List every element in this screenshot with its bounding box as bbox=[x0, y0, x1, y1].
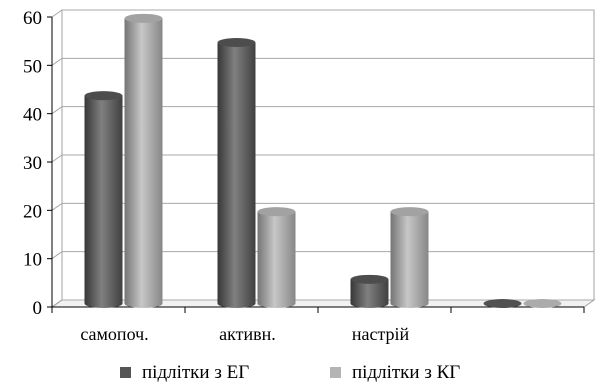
gridline bbox=[51, 154, 594, 163]
bar bbox=[350, 274, 389, 308]
legend-swatch bbox=[330, 367, 341, 378]
bar-top bbox=[124, 13, 163, 23]
bar-top bbox=[523, 299, 562, 308]
x-category-label: настрій bbox=[352, 324, 410, 344]
bar-body bbox=[217, 42, 256, 308]
bar bbox=[483, 299, 522, 308]
bar-top bbox=[390, 207, 429, 217]
legend-item: підлітки з КГ bbox=[330, 362, 460, 383]
legend-label: підлітки з ЕГ bbox=[142, 362, 249, 383]
x-category-label: активн. bbox=[219, 324, 276, 344]
bar-body bbox=[350, 279, 389, 308]
y-tick-label: 30 bbox=[23, 153, 42, 174]
bar bbox=[84, 91, 123, 309]
legend: підлітки з ЕГ підлітки з КГ bbox=[120, 362, 460, 383]
gridline bbox=[51, 106, 594, 115]
y-tick-label: 40 bbox=[23, 105, 42, 126]
legend-swatch bbox=[120, 367, 131, 378]
x-axis-category-labels: самопоч. активн. настрій bbox=[80, 324, 409, 344]
x-category-label: самопоч. bbox=[80, 324, 148, 344]
bar bbox=[124, 13, 163, 308]
legend-item: підлітки з ЕГ bbox=[120, 362, 249, 383]
bars bbox=[84, 13, 562, 309]
bar bbox=[217, 38, 256, 308]
bar-top bbox=[217, 38, 256, 47]
bar bbox=[523, 299, 562, 308]
y-tick-label: 50 bbox=[23, 56, 42, 77]
bar-body bbox=[84, 95, 123, 309]
y-tick-label: 20 bbox=[23, 201, 42, 222]
bar bbox=[390, 207, 429, 308]
bar-body bbox=[257, 211, 296, 308]
y-axis-tick-labels: 0 10 20 30 40 50 60 bbox=[23, 8, 42, 319]
y-tick-label: 60 bbox=[23, 8, 42, 29]
gridline bbox=[51, 57, 594, 66]
bar-body bbox=[390, 211, 429, 308]
bar-body bbox=[124, 18, 163, 308]
gridline bbox=[51, 9, 594, 18]
bar-top bbox=[483, 299, 522, 308]
bar-top bbox=[257, 207, 296, 217]
legend-label: підлітки з КГ bbox=[352, 362, 460, 383]
y-tick-label: 0 bbox=[33, 298, 43, 319]
gridline bbox=[51, 202, 594, 211]
bar-top bbox=[350, 274, 389, 284]
y-tick-label: 10 bbox=[23, 250, 42, 271]
bar bbox=[257, 207, 296, 308]
bar-top bbox=[84, 91, 123, 101]
